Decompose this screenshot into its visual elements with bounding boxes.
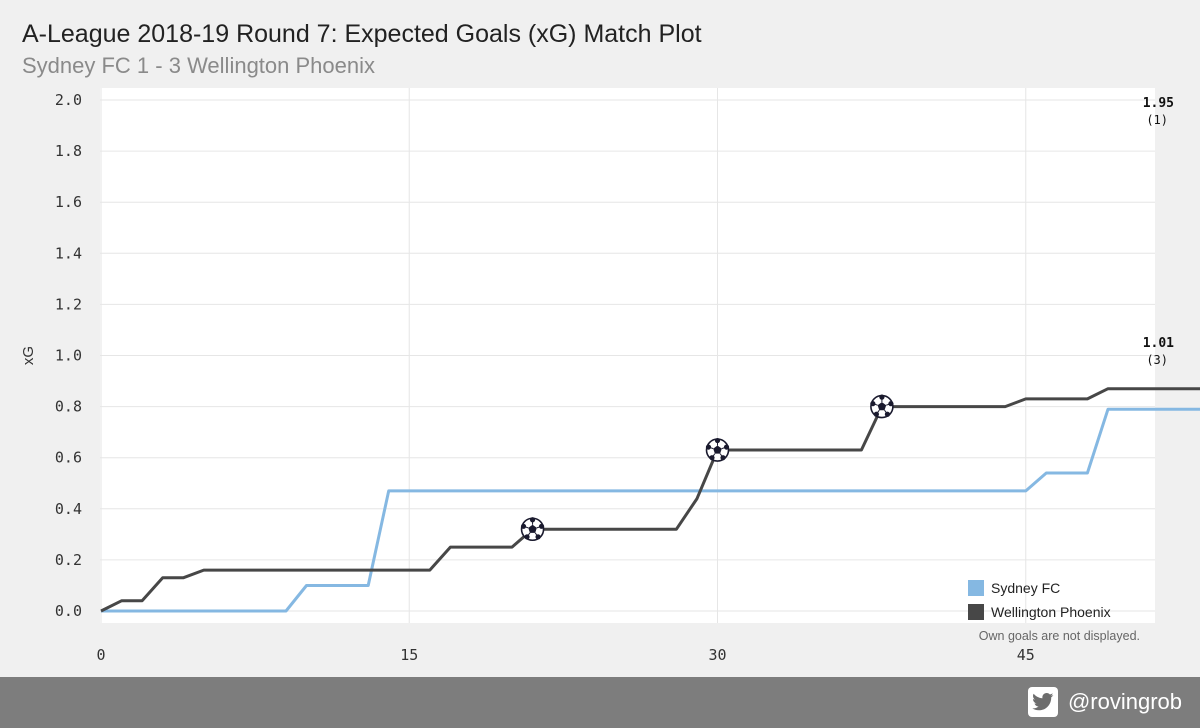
ball-edge-patch: [538, 523, 545, 529]
legend-label: Sydney FC: [991, 580, 1060, 596]
ball-center-patch: [528, 524, 537, 533]
y-tick-label: 1.2: [55, 295, 82, 313]
end-goals-label: (1): [1146, 113, 1168, 127]
x-tick-label: 30: [708, 646, 726, 664]
ball-center-patch: [877, 402, 887, 411]
ball-edge-patch: [888, 401, 894, 407]
twitter-bird-icon: [1027, 687, 1058, 717]
ball-seam: [527, 532, 531, 537]
soccer-ball-icon: [870, 394, 894, 419]
end-goals-label: (3): [1146, 353, 1168, 367]
y-tick-label: 0.6: [55, 449, 82, 467]
legend-swatch: [968, 580, 984, 596]
series-line-1: [100, 387, 1200, 613]
ball-edge-patch: [529, 517, 536, 523]
ball-seam: [873, 403, 878, 406]
legend: Sydney FC Wellington Phoenix Own goals are…: [968, 580, 1140, 643]
x-tick-label: 15: [400, 646, 418, 664]
series-lines: [100, 387, 1200, 613]
ball-edge-patch: [870, 401, 876, 407]
y-tick-label: 1.6: [55, 193, 82, 211]
soccer-ball-icon: [705, 437, 730, 462]
chart-subtitle: Sydney FC 1 - 3 Wellington Phoenix: [22, 53, 375, 78]
goal-markers: [520, 394, 894, 542]
end-value-label: 1.95: [1143, 96, 1174, 111]
footer-bar: @rovingrob: [0, 677, 1200, 728]
twitter-credit[interactable]: @rovingrob: [1027, 687, 1182, 717]
ball-seam: [711, 453, 716, 458]
ball-seam: [534, 532, 539, 537]
legend-swatch: [968, 604, 984, 620]
ball-edge-patch: [714, 437, 721, 444]
ball-edge-patch: [879, 394, 885, 400]
ball-seam: [709, 446, 714, 450]
end-value-label: 1.01: [1143, 336, 1174, 351]
ball-seam: [886, 403, 891, 406]
ball-seam: [721, 446, 726, 450]
ball-seam: [524, 526, 529, 529]
ball-center-patch: [713, 445, 722, 454]
y-tick-label: 1.0: [55, 347, 82, 365]
ball-edge-patch: [705, 444, 712, 450]
x-tick-label: 0: [96, 646, 105, 664]
y-tick-label: 1.8: [55, 142, 82, 160]
y-tick-label: 0.8: [55, 398, 82, 416]
ball-edge-patch: [723, 444, 730, 450]
soccer-ball-icon: [520, 517, 545, 542]
ball-seam: [536, 526, 541, 529]
y-axis-label: xG: [20, 346, 37, 365]
grid: [100, 88, 1155, 623]
xg-chart: 0.0 0.2 0.4 0.6 0.8 1.0 1.2 1.4 1.6 1.8 2.0 0 15 30 45…: [20, 88, 1200, 664]
ball-seam: [884, 409, 888, 414]
ball-seam: [876, 409, 880, 414]
x-tick-label: 45: [1017, 646, 1035, 664]
y-tick-label: 2.0: [55, 91, 82, 109]
end-labels: 1.95 (1) 1.01 (3): [1143, 96, 1174, 367]
chart-title: A-League 2018-19 Round 7: Expected Goals…: [22, 20, 702, 48]
ball-edge-patch: [520, 523, 527, 529]
legend-label: Wellington Phoenix: [991, 604, 1111, 620]
axes: 0.0 0.2 0.4 0.6 0.8 1.0 1.2 1.4 1.6 1.8 2.0 0 15 30 45…: [20, 91, 1035, 664]
ball-seam: [719, 453, 724, 458]
twitter-handle[interactable]: @rovingrob: [1067, 689, 1182, 714]
y-tick-label: 0.0: [55, 602, 82, 620]
y-tick-label: 0.2: [55, 551, 82, 569]
y-tick-label: 0.4: [55, 500, 82, 518]
legend-note: Own goals are not displayed.: [979, 629, 1140, 643]
y-tick-label: 1.4: [55, 244, 82, 262]
